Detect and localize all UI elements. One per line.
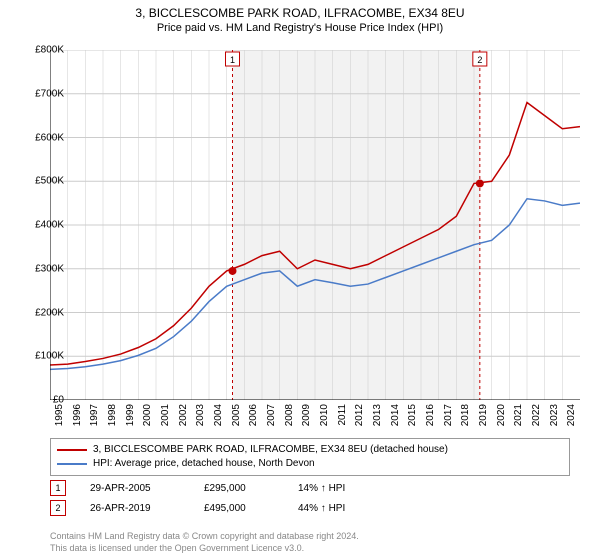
x-tick-label: 1998 [107, 404, 118, 426]
x-tick-label: 2000 [142, 404, 153, 426]
legend-label-hpi: HPI: Average price, detached house, Nort… [93, 457, 315, 471]
legend-swatch-hpi [57, 463, 87, 465]
sale-price-1: £295,000 [204, 483, 274, 494]
x-tick-label: 2008 [284, 404, 295, 426]
sale-pct-1: 14% ↑ HPI [298, 483, 345, 494]
x-tick-label: 2004 [213, 404, 224, 426]
legend-item-hpi: HPI: Average price, detached house, Nort… [57, 457, 563, 471]
legend: 3, BICCLESCOMBE PARK ROAD, ILFRACOMBE, E… [50, 438, 570, 476]
x-tick-label: 2014 [390, 404, 401, 426]
sale-date-1: 29-APR-2005 [90, 483, 180, 494]
chart-svg: 12 [50, 50, 580, 400]
x-tick-label: 2013 [372, 404, 383, 426]
x-tick-label: 1999 [125, 404, 136, 426]
chart-plot-area: 12 [50, 50, 580, 400]
x-tick-label: 2002 [178, 404, 189, 426]
footer-attribution: Contains HM Land Registry data © Crown c… [50, 530, 359, 554]
x-tick-label: 2009 [301, 404, 312, 426]
x-tick-label: 2021 [513, 404, 524, 426]
x-tick-label: 2001 [160, 404, 171, 426]
chart-subtitle: Price paid vs. HM Land Registry's House … [0, 20, 600, 34]
y-tick-label: £200K [35, 307, 64, 318]
y-tick-label: £700K [35, 88, 64, 99]
sale-marker-badge-1: 1 [50, 480, 66, 496]
y-tick-label: £500K [35, 176, 64, 187]
x-tick-label: 1995 [54, 404, 65, 426]
x-tick-label: 2017 [443, 404, 454, 426]
x-tick-label: 2019 [478, 404, 489, 426]
y-tick-label: £300K [35, 263, 64, 274]
x-tick-label: 2018 [460, 404, 471, 426]
y-tick-label: £400K [35, 220, 64, 231]
sale-marker-badge-2: 2 [50, 500, 66, 516]
sale-pct-2: 44% ↑ HPI [298, 503, 345, 514]
x-tick-label: 2023 [549, 404, 560, 426]
x-tick-label: 2011 [337, 404, 348, 426]
svg-text:2: 2 [477, 55, 482, 65]
y-tick-label: £600K [35, 132, 64, 143]
y-tick-label: £100K [35, 351, 64, 362]
x-tick-label: 2003 [195, 404, 206, 426]
legend-label-property: 3, BICCLESCOMBE PARK ROAD, ILFRACOMBE, E… [93, 443, 448, 457]
sale-price-2: £495,000 [204, 503, 274, 514]
legend-item-property: 3, BICCLESCOMBE PARK ROAD, ILFRACOMBE, E… [57, 443, 563, 457]
footer-line-1: Contains HM Land Registry data © Crown c… [50, 530, 359, 542]
x-tick-label: 2012 [354, 404, 365, 426]
x-tick-label: 2010 [319, 404, 330, 426]
x-tick-label: 2022 [531, 404, 542, 426]
chart-title: 3, BICCLESCOMBE PARK ROAD, ILFRACOMBE, E… [0, 0, 600, 20]
x-tick-label: 2005 [231, 404, 242, 426]
x-tick-label: 2016 [425, 404, 436, 426]
footer-line-2: This data is licensed under the Open Gov… [50, 542, 359, 554]
x-tick-label: 2024 [566, 404, 577, 426]
x-tick-label: 2007 [266, 404, 277, 426]
x-tick-label: 1996 [72, 404, 83, 426]
x-tick-label: 2020 [496, 404, 507, 426]
svg-text:1: 1 [230, 55, 235, 65]
x-tick-label: 2006 [248, 404, 259, 426]
x-tick-label: 2015 [407, 404, 418, 426]
y-tick-label: £800K [35, 45, 64, 56]
sale-marker-row-2: 2 26-APR-2019 £495,000 44% ↑ HPI [50, 500, 345, 516]
legend-swatch-property [57, 449, 87, 451]
sale-date-2: 26-APR-2019 [90, 503, 180, 514]
x-tick-label: 1997 [89, 404, 100, 426]
sale-marker-row-1: 1 29-APR-2005 £295,000 14% ↑ HPI [50, 480, 345, 496]
